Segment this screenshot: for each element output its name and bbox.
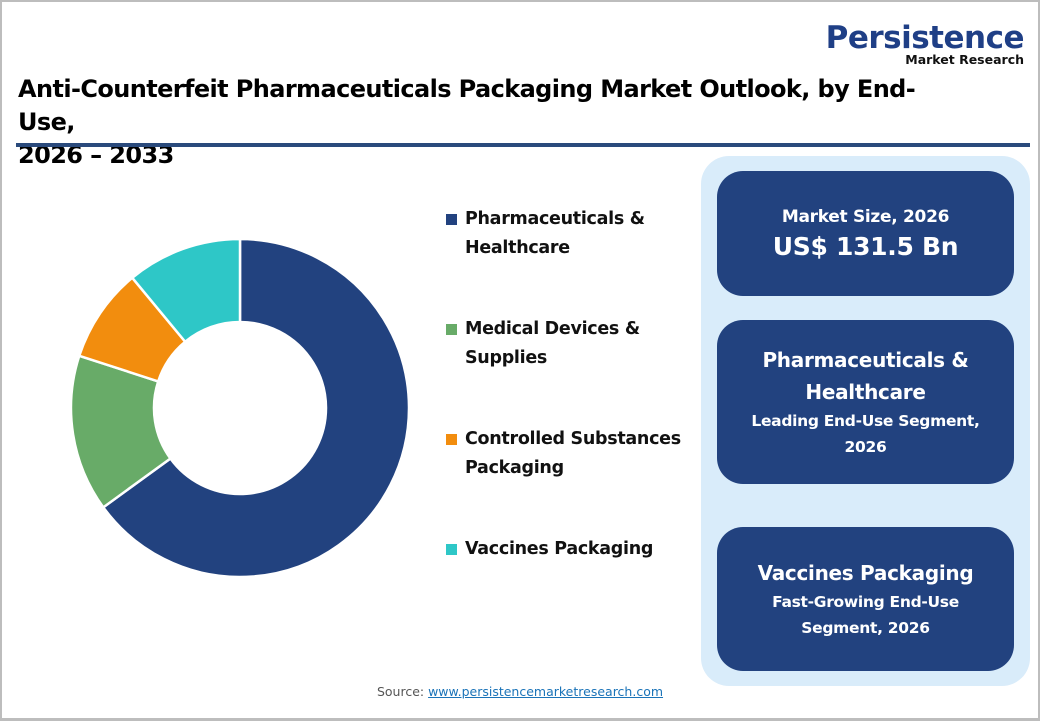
market-size-label: Market Size, 2026 [781, 206, 950, 227]
fast-growing-segment-title: Vaccines Packaging [757, 561, 974, 585]
legend-swatch-icon [446, 324, 457, 335]
brand-logo: Persistence Market Research [825, 20, 1025, 67]
logo-wordmark: Persistence [825, 20, 1025, 56]
source-note: Source: www.persistencemarketresearch.co… [0, 684, 1040, 699]
title-divider [16, 143, 1030, 147]
donut-chart [69, 237, 411, 579]
fast-growing-segment-card: Vaccines Packaging Fast-Growing End-Use … [717, 527, 1014, 671]
legend-swatch-icon [446, 544, 457, 555]
donut-slice-vaccines-packaging [130, 237, 242, 344]
chart-title: Anti-Counterfeit Pharmaceuticals Packagi… [18, 73, 918, 172]
legend-label: Pharmaceuticals & Healthcare [465, 209, 645, 258]
leading-segment-card: Pharmaceuticals & Healthcare Leading End… [717, 320, 1014, 484]
legend-swatch-icon [446, 434, 457, 445]
source-prefix: Source: [376, 684, 429, 699]
leading-segment-caption-2: 2026 [844, 438, 887, 456]
legend-label: Controlled Substances Packaging [465, 429, 681, 478]
leading-segment-title-1: Pharmaceuticals & [762, 348, 969, 372]
source-link[interactable]: www.persistencemarketresearch.com [428, 684, 664, 699]
leading-segment-caption-1: Leading End-Use Segment, [751, 412, 980, 430]
leading-segment-title-2: Healthcare [805, 380, 926, 404]
market-size-value: US$ 131.5 Bn [772, 231, 959, 261]
donut-slice-pharmaceuticals-healthcare [101, 237, 411, 579]
fast-growing-segment-caption-1: Fast-Growing End-Use [772, 593, 959, 611]
legend-swatch-icon [446, 214, 457, 225]
legend-label: Vaccines Packaging [465, 539, 654, 559]
logo-subtitle: Market Research [905, 52, 1024, 67]
fast-growing-segment-caption-2: Segment, 2026 [801, 619, 930, 637]
market-size-card: Market Size, 2026 US$ 131.5 Bn [717, 171, 1014, 296]
legend-label: Medical Devices & Supplies [465, 319, 640, 368]
chart-title-line-1: Anti-Counterfeit Pharmaceuticals Packagi… [18, 75, 916, 136]
